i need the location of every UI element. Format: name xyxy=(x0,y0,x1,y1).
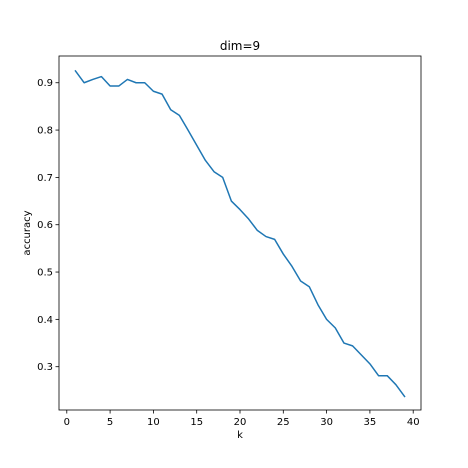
plot-frame xyxy=(58,55,422,411)
y-tick-label: 0.3 xyxy=(37,362,53,373)
x-tick-label: 35 xyxy=(364,417,377,428)
x-tick-label: 15 xyxy=(190,417,203,428)
x-tick-label: 10 xyxy=(147,417,160,428)
x-tick-label: 20 xyxy=(234,417,247,428)
plot-area xyxy=(59,56,421,410)
x-tick-label: 5 xyxy=(107,417,113,428)
series-lines xyxy=(74,69,406,398)
x-axis-label: k xyxy=(237,430,243,441)
chart-title: dim=9 xyxy=(220,39,260,53)
x-tick-label: 30 xyxy=(320,417,333,428)
y-axis-label: accuracy xyxy=(22,210,33,255)
x-tick-label: 40 xyxy=(407,417,420,428)
y-tick-label: 0.8 xyxy=(37,126,53,137)
x-tick-label: 0 xyxy=(64,417,70,428)
y-tick-label: 0.4 xyxy=(37,315,53,326)
y-tick-label: 0.5 xyxy=(37,268,53,279)
y-tick-label: 0.7 xyxy=(37,173,53,184)
x-tick-label: 25 xyxy=(277,417,290,428)
accuracy-series-line xyxy=(74,69,406,398)
axis-ticks: 0 5 10 15 20 25 30 35 40 0.3 0.4 0.5 0.6 0.7 0.8 0.9 xyxy=(37,78,419,428)
y-tick-label: 0.9 xyxy=(37,78,53,89)
y-tick-label: 0.6 xyxy=(37,220,53,231)
